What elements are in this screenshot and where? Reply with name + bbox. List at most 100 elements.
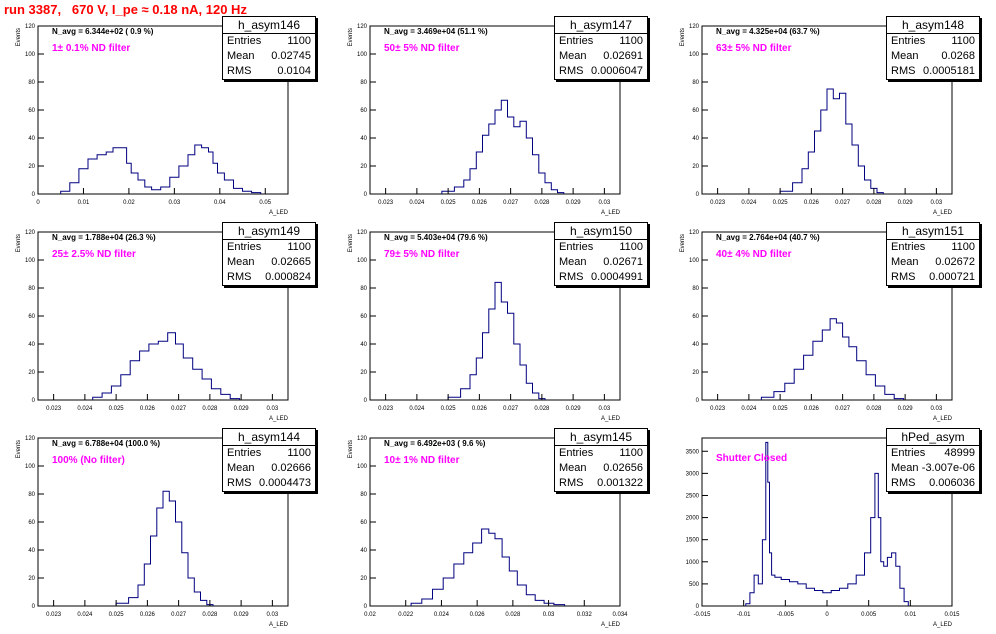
- y-tick-label: 60: [360, 520, 367, 526]
- stat-value: 1100: [619, 447, 643, 459]
- x-tick-label: 0.01: [904, 612, 916, 618]
- y-tick-label: 60: [360, 108, 367, 114]
- y-tick-label: 40: [28, 342, 35, 348]
- histogram-name: h_asym146: [223, 17, 315, 34]
- stat-value: 0.0006047: [591, 65, 643, 77]
- navg-label: N_avg = 6.492e+03 ( 9.6 %): [384, 439, 486, 448]
- stat-value: 0.0004473: [259, 477, 311, 489]
- stat-label: Entries: [559, 35, 594, 47]
- x-tick-label: 0.04: [214, 200, 226, 206]
- stat-label: RMS: [891, 477, 916, 489]
- y-tick-label: 0: [364, 398, 368, 404]
- stat-row-mean: Mean 0.02672: [887, 255, 979, 270]
- x-tick-label: 0.02: [123, 200, 135, 206]
- stat-row-rms: RMS 0.000721: [887, 270, 979, 285]
- filter-label: Shutter Closed: [716, 453, 788, 464]
- x-tick-label: 0.024: [409, 200, 425, 206]
- stat-label: Mean: [227, 50, 255, 62]
- histogram-panel-h_asym146: 0 0.01 0.02 0.03 0.04 0.05 0 20 40 60 80 100 120 A_LE…: [10, 16, 336, 222]
- x-tick-label: -0.01: [737, 612, 751, 618]
- x-tick-label: 0.025: [773, 200, 789, 206]
- stat-label: Entries: [227, 35, 262, 47]
- stat-label: Entries: [227, 241, 262, 253]
- x-tick-label: 0.024: [741, 406, 757, 412]
- histogram-name: hPed_asym: [887, 429, 979, 446]
- x-tick-label: 0.034: [612, 612, 628, 618]
- x-tick-label: 0.03: [267, 406, 279, 412]
- stat-row-rms: RMS 0.0005181: [887, 64, 979, 79]
- x-tick-label: 0.027: [171, 612, 187, 618]
- x-axis-label: A_LED: [269, 210, 289, 216]
- navg-label: N_avg = 6.344e+02 ( 0.9 %): [52, 27, 154, 36]
- x-tick-label: 0.005: [861, 612, 877, 618]
- x-tick-label: 0.027: [835, 406, 851, 412]
- y-tick-label: 0: [32, 192, 36, 198]
- histogram-line: [447, 281, 546, 400]
- y-axis-label: Events: [16, 234, 22, 252]
- filter-label: 10± 1% ND filter: [384, 455, 460, 466]
- x-tick-label: 0.024: [77, 406, 93, 412]
- stat-value: 0.000824: [265, 271, 311, 283]
- histogram-panel-h_asym145: 0.02 0.022 0.024 0.026 0.028 0.03 0.032 0.034 0 2…: [342, 428, 668, 634]
- histogram-name: h_asym145: [555, 429, 647, 446]
- y-tick-label: 120: [25, 230, 36, 236]
- stat-box: h_asym149 Entries 1100 Mean 0.02665 RMS 0.0008…: [222, 222, 316, 286]
- histogram-name: h_asym151: [887, 223, 979, 240]
- stat-value: 1100: [287, 241, 311, 253]
- histogram-line: [441, 99, 565, 194]
- x-tick-label: 0.022: [398, 612, 414, 618]
- histogram-line: [410, 528, 566, 606]
- stat-label: Entries: [891, 35, 926, 47]
- stat-label: Mean: [891, 50, 919, 62]
- stat-box: h_asym147 Entries 1100 Mean 0.02691 RMS 0.0006…: [554, 16, 648, 80]
- stat-row-rms: RMS 0.001322: [555, 476, 647, 491]
- histogram-line: [60, 144, 262, 194]
- x-tick-label: -0.005: [777, 612, 795, 618]
- y-tick-label: 100: [689, 52, 700, 58]
- y-tick-label: 20: [360, 370, 367, 376]
- stat-box: h_asym146 Entries 1100 Mean 0.02745 RMS 0.0104: [222, 16, 316, 80]
- stat-row-entries: Entries 1100: [223, 446, 315, 461]
- stat-label: Mean: [227, 256, 255, 268]
- stat-label: Entries: [891, 241, 926, 253]
- stat-label: RMS: [891, 65, 916, 77]
- stat-label: Mean: [559, 462, 587, 474]
- y-tick-label: 0: [32, 604, 36, 610]
- y-tick-label: 2000: [686, 516, 700, 522]
- stat-row-mean: Mean 0.02656: [555, 461, 647, 476]
- stat-label: RMS: [891, 271, 916, 283]
- x-tick-label: 0.025: [109, 612, 125, 618]
- x-tick-label: 0.03: [931, 200, 943, 206]
- y-tick-label: 120: [25, 436, 36, 442]
- x-axis-label: A_LED: [269, 416, 289, 422]
- y-tick-label: 100: [357, 258, 368, 264]
- histogram-name: h_asym149: [223, 223, 315, 240]
- stat-row-mean: Mean 0.0268: [887, 49, 979, 64]
- y-tick-label: 20: [28, 576, 35, 582]
- y-tick-label: 100: [25, 258, 36, 264]
- stat-label: RMS: [559, 271, 584, 283]
- y-tick-label: 2500: [686, 493, 700, 499]
- stat-label: RMS: [227, 477, 252, 489]
- y-tick-label: 120: [357, 24, 368, 30]
- stat-value: 0.02656: [603, 462, 643, 474]
- stat-row-rms: RMS 0.0004991: [555, 270, 647, 285]
- y-tick-label: 100: [25, 464, 36, 470]
- stat-row-entries: Entries 48999: [887, 446, 979, 461]
- x-tick-label: 0.027: [503, 406, 519, 412]
- x-tick-label: 0.027: [171, 406, 187, 412]
- x-tick-label: 0.028: [866, 406, 882, 412]
- y-tick-label: 20: [28, 164, 35, 170]
- y-tick-label: 80: [28, 286, 35, 292]
- stat-row-mean: Mean 0.02745: [223, 49, 315, 64]
- x-tick-label: 0.028: [534, 406, 550, 412]
- y-tick-label: 100: [25, 52, 36, 58]
- y-tick-label: 3500: [686, 449, 700, 455]
- navg-label: N_avg = 4.325e+04 (63.7 %): [716, 27, 820, 36]
- histogram-panel-h_asym149: 0.023 0.024 0.025 0.026 0.027 0.028 0.029 0.03 0…: [10, 222, 336, 428]
- stat-row-mean: Mean 0.02671: [555, 255, 647, 270]
- x-axis-label: A_LED: [601, 416, 621, 422]
- stat-value: 1100: [951, 35, 975, 47]
- y-tick-label: 40: [28, 548, 35, 554]
- x-tick-label: 0.028: [534, 200, 550, 206]
